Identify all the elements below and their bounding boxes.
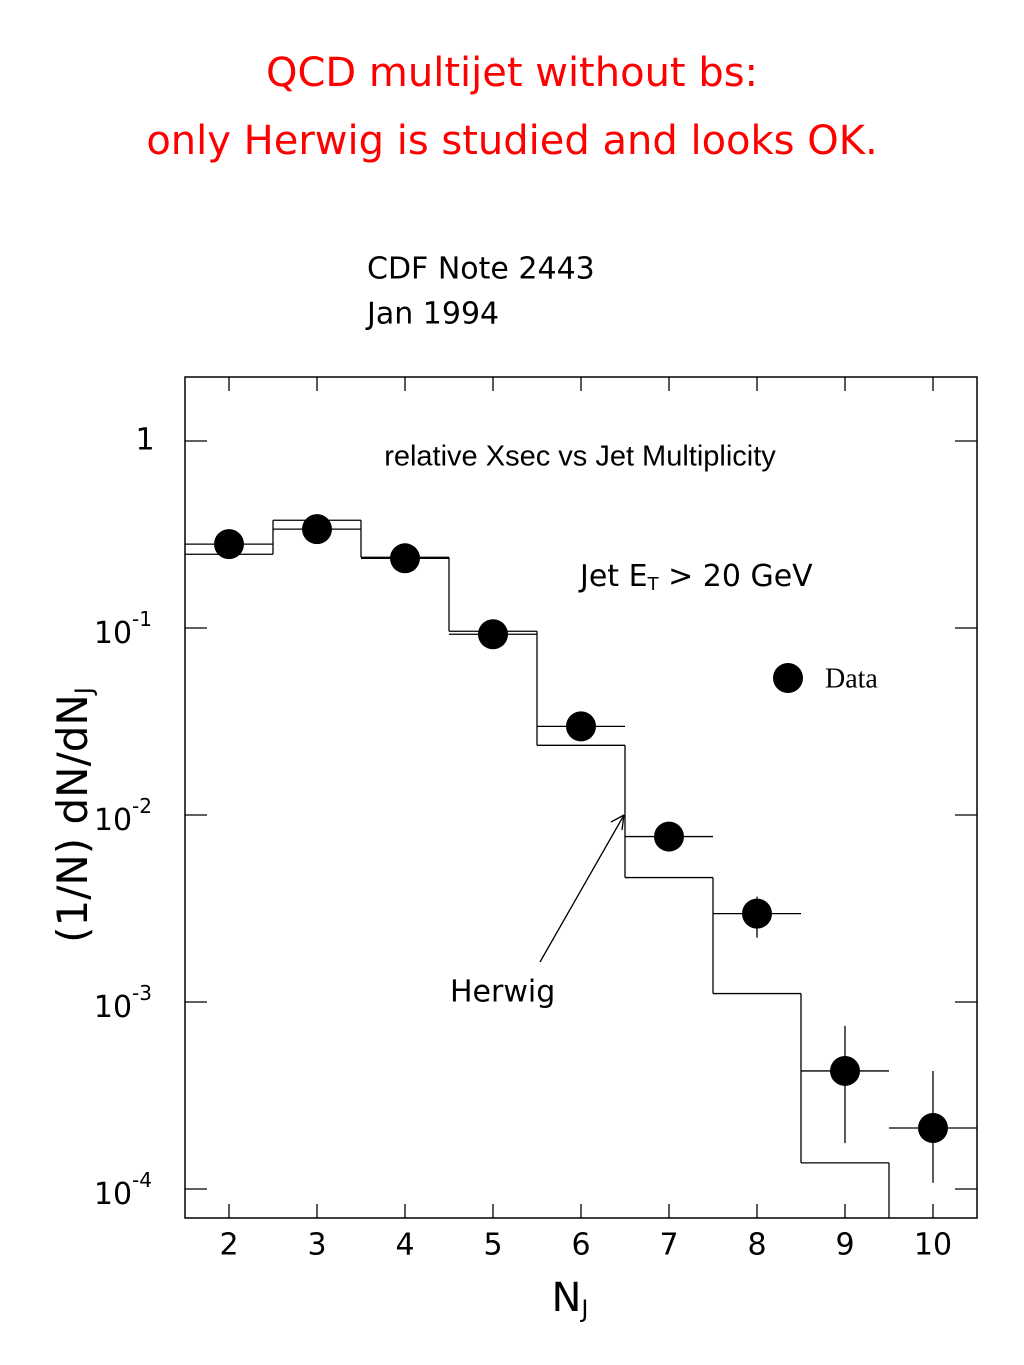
x-tick-label: 8 xyxy=(747,1228,766,1263)
y-label-sub: J xyxy=(70,687,98,696)
data-point xyxy=(566,711,596,742)
annotation: Jet ET > 20 GeV xyxy=(578,559,813,596)
arrow-head xyxy=(610,814,625,831)
x-label-sub: J xyxy=(579,1295,588,1323)
x-tick-label: 10 xyxy=(914,1228,952,1263)
y-tick-label: 10-2 xyxy=(94,794,152,838)
y-tick-exp: -4 xyxy=(132,1168,152,1192)
y-tick-label: 10-3 xyxy=(94,981,152,1025)
data-point xyxy=(830,1055,860,1086)
x-tick-label: 3 xyxy=(307,1228,326,1263)
x-tick-label: 4 xyxy=(395,1228,414,1263)
x-axis-label: NJ xyxy=(552,1275,589,1323)
x-label-text: N xyxy=(552,1275,582,1321)
y-tick-label: 1 xyxy=(135,423,154,458)
x-tick-label: 5 xyxy=(483,1228,502,1263)
data-point xyxy=(478,619,508,650)
y-tick-base: 10 xyxy=(94,990,132,1025)
data-point xyxy=(302,514,332,545)
y-tick-label: 10-1 xyxy=(94,607,152,651)
data-point xyxy=(214,529,244,560)
y-tick-exp: -3 xyxy=(132,981,152,1005)
note: Jan 1994 xyxy=(365,297,499,332)
y-tick-base: 10 xyxy=(94,616,132,651)
x-tick-label: 9 xyxy=(835,1228,854,1263)
data-point xyxy=(390,543,420,574)
y-tick-base: 10 xyxy=(94,803,132,838)
data-point xyxy=(742,898,772,929)
legend-marker xyxy=(773,663,803,693)
y-tick-label: 10-4 xyxy=(94,1168,152,1212)
arrow-label: Herwig xyxy=(450,975,555,1010)
x-tick-label: 7 xyxy=(659,1228,678,1263)
note: CDF Note 2443 xyxy=(367,252,595,287)
chart-title: relative Xsec vs Jet Multiplicity xyxy=(384,441,776,473)
y-axis-label: (1/N) dN/dNJ xyxy=(48,687,99,943)
slide-title: QCD multijet without bs: xyxy=(266,50,758,96)
data-point xyxy=(654,821,684,852)
y-tick-base: 10 xyxy=(94,1177,132,1212)
plot-frame xyxy=(184,376,978,1219)
x-tick-label: 2 xyxy=(219,1228,238,1263)
annotation-text: Jet E xyxy=(578,559,648,594)
y-label-text: (1/N) dN/dN xyxy=(48,694,97,943)
x-tick-label: 6 xyxy=(571,1228,590,1263)
data-point xyxy=(918,1113,948,1144)
y-tick-exp: -2 xyxy=(132,794,152,818)
legend-label: Data xyxy=(825,663,878,694)
annotation-sub: T xyxy=(647,574,660,595)
annotation-text: > 20 GeV xyxy=(659,559,814,594)
arrow xyxy=(539,814,625,963)
slide-title: only Herwig is studied and looks OK. xyxy=(146,118,877,164)
y-tick-exp: -1 xyxy=(132,607,152,631)
